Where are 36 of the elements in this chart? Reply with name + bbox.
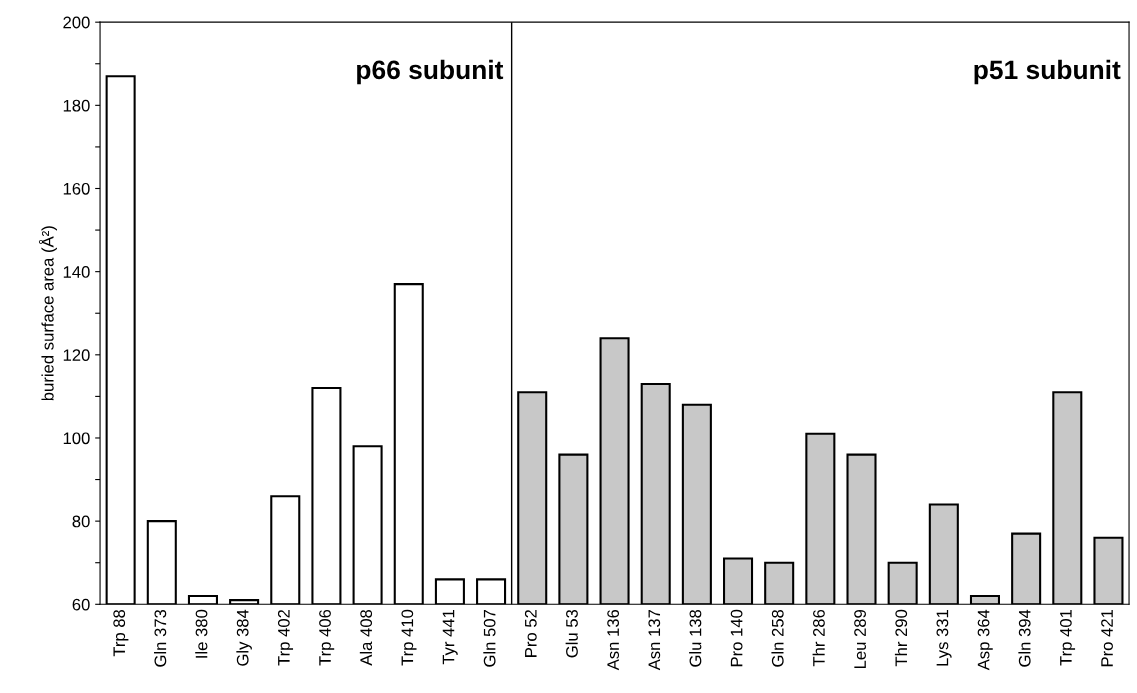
x-tick-label: Pro 52 bbox=[524, 609, 537, 657]
x-tick-label: Asp 364 bbox=[977, 609, 993, 671]
y-tick-label: 200 bbox=[63, 16, 90, 29]
x-tick-label: Asn 137 bbox=[648, 609, 661, 671]
x-tick-label: Pro 140 bbox=[730, 609, 743, 667]
x-tick-label: Ala 408 bbox=[359, 609, 373, 666]
x-tick-label: Trp 88 bbox=[113, 609, 129, 657]
x-tick-label: Thr 286 bbox=[812, 609, 825, 667]
x-tick-label: Trp 401 bbox=[1059, 609, 1076, 666]
x-tick-label: Trp 402 bbox=[277, 609, 294, 666]
y-tick-label: 160 bbox=[63, 182, 90, 195]
x-tick-label: Gln 394 bbox=[1018, 609, 1031, 667]
y-tick-label: 100 bbox=[63, 432, 90, 445]
x-tick-label: Glu 138 bbox=[689, 609, 702, 667]
x-tick-label: Trp 406 bbox=[319, 609, 335, 666]
y-tick-label: 80 bbox=[72, 515, 90, 528]
x-tick-label: Gly 384 bbox=[236, 609, 252, 666]
y-tick-label: 180 bbox=[63, 99, 90, 112]
x-tick-label: Leu 289 bbox=[854, 609, 866, 669]
x-tick-label: Ile 380 bbox=[195, 609, 208, 658]
x-tick-label: Thr 290 bbox=[894, 609, 908, 667]
y-tick-label: 140 bbox=[63, 266, 90, 278]
y-tick-label: 60 bbox=[72, 598, 90, 611]
x-tick-label: Tyr 441 bbox=[442, 609, 458, 665]
x-tick-label: Pro 421 bbox=[1101, 609, 1113, 667]
x-tick-label: Lys 331 bbox=[936, 609, 952, 666]
x-tick-label: Trp 410 bbox=[401, 609, 417, 666]
x-tick-label: Glu 53 bbox=[565, 609, 578, 658]
x-tick-label: Gln 373 bbox=[154, 609, 167, 667]
annotation: p51 subunit bbox=[974, 59, 1121, 85]
y-axis-title: buried surface area (Å²) bbox=[38, 226, 57, 401]
x-tick-label: Gln 507 bbox=[483, 609, 496, 667]
y-tick-label: 120 bbox=[63, 349, 90, 362]
x-tick-label: Gln 258 bbox=[771, 609, 784, 667]
annotation: p66 subunit bbox=[357, 59, 504, 85]
x-tick-label: Asn 136 bbox=[607, 609, 620, 671]
